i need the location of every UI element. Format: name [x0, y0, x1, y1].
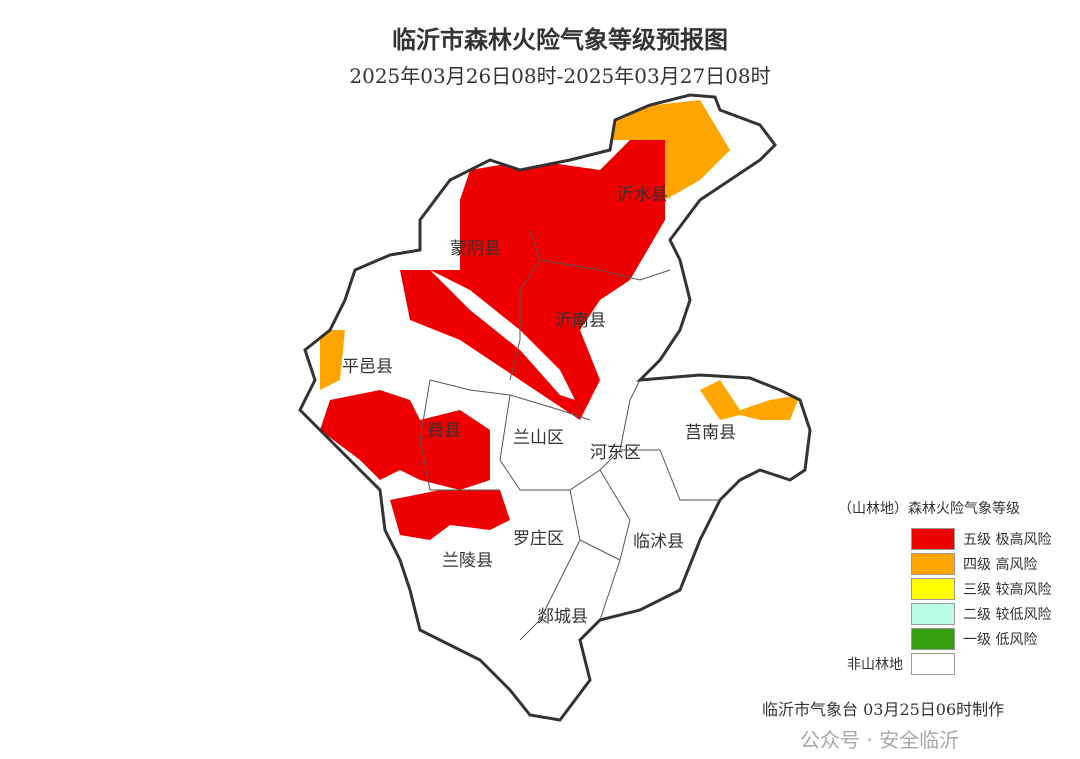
district-label: 罗庄区	[513, 529, 564, 549]
district-label: 费县	[427, 421, 461, 441]
map-subtitle: 2025年03月26日08时-2025年03月27日08时	[349, 64, 771, 88]
district-label: 沂水县	[617, 185, 668, 205]
legend-item: 五级 极高风险	[911, 526, 1051, 551]
district-label: 莒南县	[685, 423, 736, 443]
legend: （山林地）森林火险气象等级 五级 极高风险 四级 高风险 三级 较高风险 二级 …	[838, 498, 1051, 676]
orange-area-west	[320, 330, 345, 390]
district-label: 临沭县	[633, 532, 684, 552]
watermark: 公众号 · 安全临沂	[800, 728, 960, 752]
footer-credit: 临沂市气象台 03月25日06时制作	[762, 700, 1005, 719]
district-labels: 沂水县 蒙阴县 沂南县 平邑县 费县 兰山区 河东区 莒南县 罗庄区 临沭县 兰…	[342, 185, 736, 627]
orange-area-east	[700, 380, 800, 420]
red-area-west	[320, 390, 490, 490]
legend-swatch	[911, 627, 955, 650]
district-label: 兰陵县	[442, 551, 493, 571]
legend-swatch	[911, 527, 955, 550]
red-area-north	[400, 140, 665, 420]
orange-area-north	[610, 100, 730, 200]
legend-label: 一级 低风险	[963, 631, 1038, 648]
legend-label: 三级 较高风险	[963, 581, 1052, 598]
white-valley	[430, 270, 575, 400]
district-label: 郯城县	[537, 607, 588, 627]
legend-swatch	[911, 552, 955, 575]
district-label: 兰山区	[513, 428, 564, 448]
legend-label: 四级 高风险	[963, 556, 1038, 573]
legend-swatch	[911, 602, 955, 625]
red-area-southwest	[390, 490, 510, 540]
legend-title: （山林地）森林火险气象等级	[838, 501, 1020, 517]
legend-item-non-forest: 非山林地	[838, 651, 1051, 676]
district-label: 蒙阴县	[450, 239, 501, 259]
district-label: 沂南县	[555, 311, 606, 331]
legend-swatch	[911, 652, 955, 675]
district-boundaries	[419, 229, 720, 641]
legend-item: 四级 高风险	[911, 551, 1051, 576]
legend-item: 二级 较低风险	[911, 601, 1051, 626]
legend-swatch	[911, 577, 955, 600]
district-label: 平邑县	[342, 357, 393, 377]
legend-label: 二级 较低风险	[963, 606, 1052, 623]
legend-label: 非山林地	[847, 656, 903, 673]
legend-label: 五级 极高风险	[963, 531, 1052, 548]
legend-item: 三级 较高风险	[911, 576, 1051, 601]
district-label: 河东区	[590, 443, 641, 463]
legend-item: 一级 低风险	[911, 626, 1051, 651]
map-title: 临沂市森林火险气象等级预报图	[392, 26, 728, 54]
